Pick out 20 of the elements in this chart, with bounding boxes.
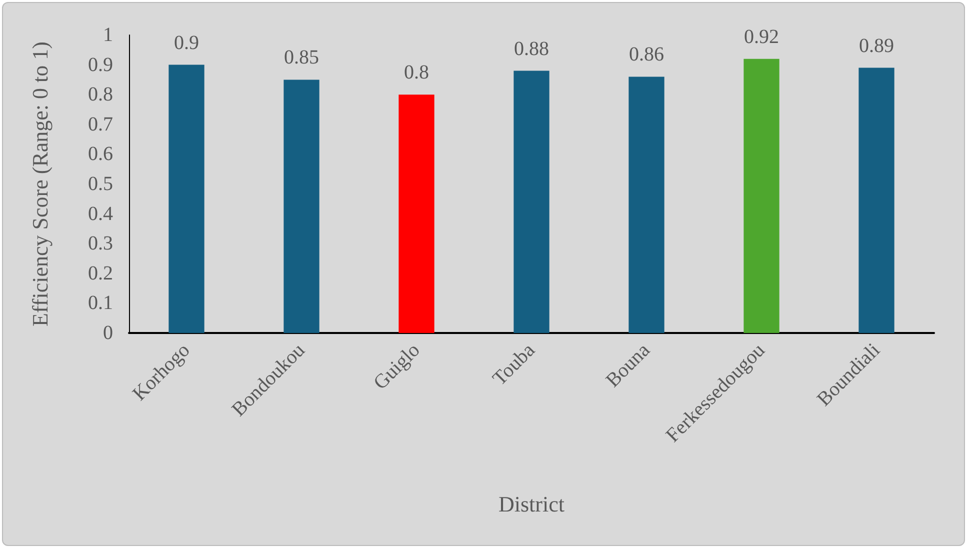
- y-tick-label: 0.4: [88, 202, 113, 225]
- y-tick-label: 0.2: [88, 262, 113, 284]
- y-tick-label: 0.8: [88, 84, 113, 106]
- y-tick-label: 1: [103, 24, 113, 46]
- data-label: 0.86: [629, 44, 664, 66]
- data-label: 0.89: [859, 34, 894, 57]
- y-tick-label: 0.3: [88, 232, 113, 255]
- data-label: 0.9: [174, 32, 199, 54]
- data-label: 0.8: [404, 62, 429, 84]
- data-label: 0.88: [514, 38, 549, 60]
- y-tick-label: 0.9: [88, 54, 113, 76]
- data-label: 0.92: [744, 26, 779, 48]
- y-tick-label: 0.7: [88, 113, 113, 136]
- x-axis-title: District: [498, 492, 564, 516]
- y-tick-label: 0: [103, 322, 113, 344]
- data-label: 0.85: [284, 46, 319, 69]
- y-tick-label: 0.5: [88, 173, 113, 195]
- y-axis-title: Efficiency Score (Range: 0 to 1): [28, 42, 52, 326]
- y-tick-label: 0.6: [88, 143, 113, 166]
- y-tick-label: 0.1: [88, 292, 113, 314]
